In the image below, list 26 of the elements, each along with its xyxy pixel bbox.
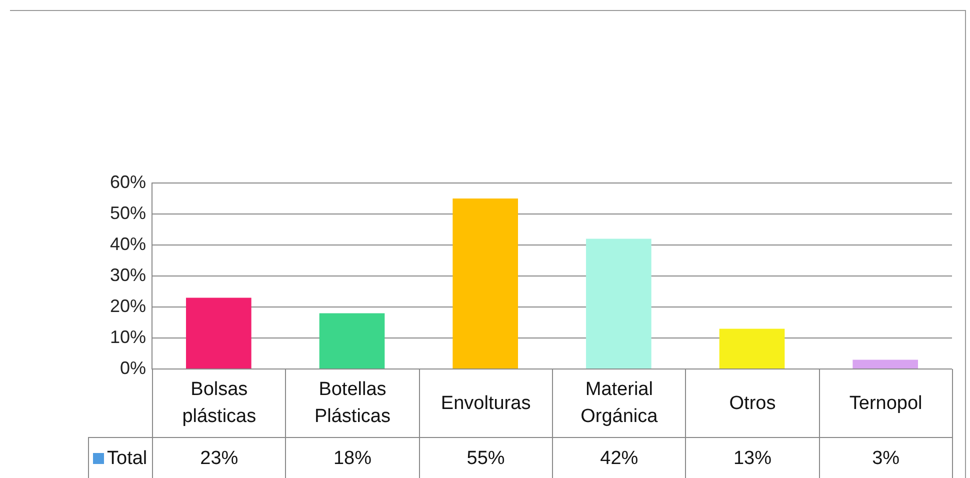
y-tick-label: 20% <box>110 296 146 316</box>
x-tick-label: Ternopol <box>818 369 953 438</box>
y-tick-label: 50% <box>110 202 146 223</box>
text: Total <box>107 447 148 471</box>
x-tick-label: Otros <box>685 369 820 438</box>
x-tick-label: Envolturas <box>418 369 553 438</box>
bar <box>852 360 918 368</box>
bar <box>186 298 252 368</box>
data-label: 55% <box>418 437 553 478</box>
data-label: 42% <box>552 437 686 478</box>
bar <box>586 238 652 368</box>
x-tick-label: Botellas Plásticas <box>285 369 420 438</box>
data-label: 3% <box>818 437 953 478</box>
y-tick-label: 60% <box>110 172 146 192</box>
y-tick-label: 40% <box>110 234 146 254</box>
x-tick-label: Bolsas plásticas <box>152 369 286 438</box>
y-tick-label: 0% <box>120 358 146 378</box>
data-label: 13% <box>685 437 820 478</box>
bar <box>719 328 785 368</box>
y-tick-label: 10% <box>110 326 146 347</box>
y-tick-label: 30% <box>110 264 146 285</box>
data-label: 23% <box>152 437 286 478</box>
bar <box>319 313 385 368</box>
data-label: 18% <box>285 437 420 478</box>
bar <box>452 198 518 368</box>
x-tick-label: Material Orgánica <box>552 369 686 438</box>
